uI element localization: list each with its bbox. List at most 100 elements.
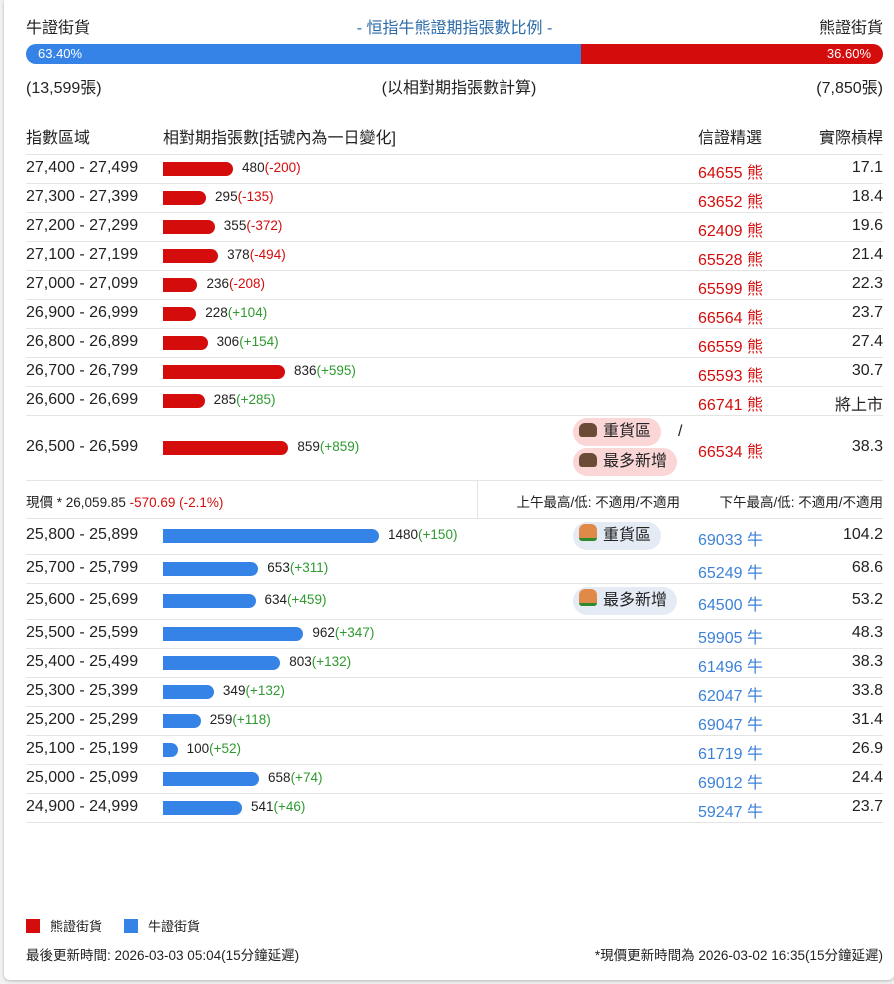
warrant-link[interactable]: 65528 熊 xyxy=(698,251,763,269)
qty-value: 285(+285) xyxy=(214,392,276,407)
bull-ratio-segment: 63.40% xyxy=(26,44,582,64)
qty-change: (+150) xyxy=(418,527,458,542)
qty-change: (-494) xyxy=(249,246,286,262)
qty-number: 1480 xyxy=(388,527,419,542)
warrant-link[interactable]: 69012 牛 xyxy=(698,774,763,792)
range-label: 27,100 - 27,199 xyxy=(26,245,139,263)
qty-number: 349 xyxy=(222,682,246,698)
tag-tag2: 最多新增 xyxy=(573,448,678,476)
table-row: 27,400 - 27,499 480(-200) 64655 熊 17.1 xyxy=(26,154,883,184)
qty-value: 803(+132) xyxy=(289,654,351,669)
bear-qty-bar xyxy=(163,393,205,408)
range-label: 26,500 - 26,599 xyxy=(26,437,139,455)
warrant-link[interactable]: 62409 熊 xyxy=(698,222,763,240)
qty-value: 100(+52) xyxy=(187,741,241,756)
pm-high-low: 下午最高/低: 不適用/不適用 xyxy=(719,495,883,510)
bear-label: 熊證街貨 xyxy=(818,20,883,37)
qty-value: 295(-135) xyxy=(215,189,274,204)
warrant-link[interactable]: 66534 熊 xyxy=(698,443,763,461)
qty-value: 306(+154) xyxy=(217,334,279,349)
bull-mascot-icon xyxy=(579,589,597,606)
legend-bull-swatch xyxy=(124,918,139,933)
qty-change: (+347) xyxy=(334,624,375,640)
ratio-bar: 63.40% 36.60% xyxy=(26,44,883,64)
panel: 牛證街貨 - 恒指牛熊證期指張數比例 - 熊證街貨 63.40% 36.60% … xyxy=(4,0,894,980)
bull-count: (13,599張) xyxy=(26,80,102,97)
bear-qty-bar xyxy=(163,277,198,292)
qty-number: 259 xyxy=(209,711,233,727)
bull-qty-bar xyxy=(163,684,214,699)
table-row: 27,300 - 27,399 295(-135) 63652 熊 18.4 xyxy=(26,183,883,213)
table-row: 24,900 - 24,999 541(+46) 59247 牛 23.7 xyxy=(26,793,883,823)
warrant-link[interactable]: 61719 牛 xyxy=(698,745,763,763)
warrant-link[interactable]: 59247 牛 xyxy=(698,803,763,821)
qty-number: 100 xyxy=(186,740,210,756)
qty-number: 859 xyxy=(297,438,320,454)
price-label: 現價 * xyxy=(26,495,63,510)
warrant-link[interactable]: 64655 熊 xyxy=(698,164,763,182)
range-label: 25,100 - 25,199 xyxy=(26,739,139,757)
bear-mascot-icon xyxy=(579,453,597,467)
warrant-link[interactable]: 65593 熊 xyxy=(698,367,763,385)
leverage-value: 26.9 xyxy=(851,739,883,757)
warrant-link[interactable]: 64500 牛 xyxy=(698,597,763,614)
warrant-link[interactable]: 62047 牛 xyxy=(698,687,763,705)
qty-value: 1480(+150) xyxy=(388,527,457,542)
range-label: 25,600 - 25,699 xyxy=(26,591,139,608)
range-label: 27,200 - 27,299 xyxy=(26,216,139,234)
warrant-link[interactable]: 65249 牛 xyxy=(698,564,763,582)
warrant-link[interactable]: 61496 牛 xyxy=(698,658,763,676)
warrant-link[interactable]: 69047 牛 xyxy=(698,716,763,734)
leverage-value: 33.8 xyxy=(851,681,883,699)
qty-value: 378(-494) xyxy=(227,247,286,262)
warrant-link[interactable]: 63652 熊 xyxy=(698,193,763,211)
bull-mascot-icon xyxy=(579,524,597,541)
range-label: 27,400 - 27,499 xyxy=(26,158,139,176)
warrant-link[interactable]: 66741 熊 xyxy=(698,396,763,414)
leverage-value: 27.4 xyxy=(851,332,883,350)
qty-number: 295 xyxy=(215,188,238,204)
leverage-value: 將上市 xyxy=(834,396,883,414)
leverage-value: 104.2 xyxy=(842,526,883,543)
leverage-value: 23.7 xyxy=(851,303,883,321)
bull-label: 牛證街貨 xyxy=(26,20,91,37)
bear-qty-bar xyxy=(163,161,234,176)
tag1-label: 重貨區 xyxy=(603,527,652,544)
warrant-link[interactable]: 65599 熊 xyxy=(698,280,763,298)
range-label: 27,000 - 27,099 xyxy=(26,274,139,292)
range-label: 25,300 - 25,399 xyxy=(26,681,139,699)
qty-change: (-372) xyxy=(246,217,283,233)
qty-value: 259(+118) xyxy=(210,712,271,727)
leverage-value: 38.3 xyxy=(851,437,883,455)
qty-number: 634 xyxy=(264,592,288,607)
leverage-value: 48.3 xyxy=(851,623,883,641)
qty-number: 803 xyxy=(289,653,312,669)
range-label: 27,300 - 27,399 xyxy=(26,187,139,205)
qty-number: 836 xyxy=(294,362,317,378)
qty-change: (+285) xyxy=(236,391,276,407)
qty-change: (+46) xyxy=(273,798,306,814)
bear-qty-bar xyxy=(163,306,197,321)
bear-qty-bar xyxy=(163,248,219,263)
qty-number: 228 xyxy=(205,304,228,320)
warrant-link[interactable]: 69033 牛 xyxy=(698,532,763,549)
legend-bull: 牛證街貨 xyxy=(148,919,201,934)
table-row: 26,700 - 26,799 836(+595) 65593 熊 30.7 xyxy=(26,357,883,387)
leverage-value: 68.6 xyxy=(851,558,883,576)
table-row: 26,800 - 26,899 306(+154) 66559 熊 27.4 xyxy=(26,328,883,358)
range-label: 25,200 - 25,299 xyxy=(26,710,139,728)
warrant-link[interactable]: 66564 熊 xyxy=(698,309,763,327)
header-qty: 相對期指張數[括號內為一日變化] xyxy=(163,130,396,147)
warrant-link[interactable]: 66559 熊 xyxy=(698,338,763,356)
qty-value: 228(+104) xyxy=(205,305,267,320)
ratio-header: 牛證街貨 - 恒指牛熊證期指張數比例 - 熊證街貨 xyxy=(26,14,883,40)
bull-qty-bar xyxy=(163,800,242,815)
leverage-value: 31.4 xyxy=(851,710,883,728)
bull-qty-bar xyxy=(163,713,201,728)
header-leverage: 實際槓桿 xyxy=(818,130,883,147)
warrant-link[interactable]: 59905 牛 xyxy=(698,629,763,647)
calc-note: (以相對期指張數計算) xyxy=(381,80,537,97)
range-label: 25,700 - 25,799 xyxy=(26,558,139,576)
table-row: 27,200 - 27,299 355(-372) 62409 熊 19.6 xyxy=(26,212,883,242)
range-label: 25,400 - 25,499 xyxy=(26,652,139,670)
